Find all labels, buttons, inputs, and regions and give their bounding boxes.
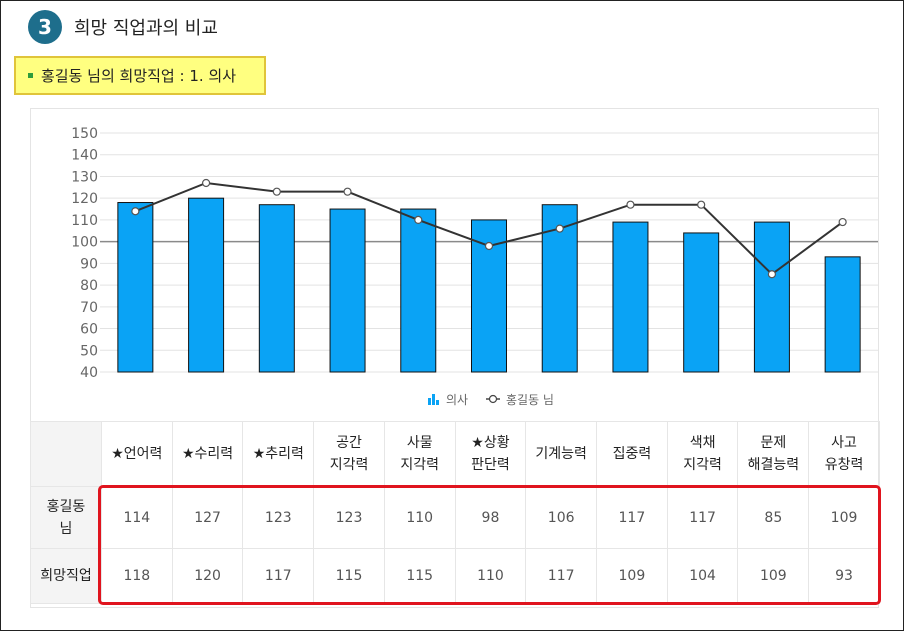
legend-label-bar: 의사 [446, 393, 468, 407]
line-legend-marker [488, 394, 498, 404]
section-header: 3 희망 직업과의 비교 [28, 10, 218, 44]
y-tick-label: 40 [80, 365, 98, 381]
row-header-line: 희망직업 [40, 568, 92, 584]
column-header: 기계능력 [525, 421, 598, 487]
table-cell: 109 [737, 548, 810, 604]
section-number-badge: 3 [28, 10, 62, 44]
y-tick-label: 110 [71, 213, 98, 229]
line-point [484, 241, 494, 251]
y-tick-label: 150 [71, 126, 98, 142]
column-header-line: 유창력 [824, 457, 864, 473]
line-point [343, 187, 352, 196]
column-header-line: 지각력 [683, 457, 722, 473]
y-tick-label: 140 [71, 148, 98, 164]
column-header-line: ★추리력 [252, 446, 304, 462]
column-header-line: 문제 [760, 435, 787, 451]
y-tick-label: 50 [80, 343, 98, 359]
table-cell: 117 [666, 486, 739, 549]
bar-legend-icon [436, 400, 439, 405]
column-header-line: 사물 [406, 435, 433, 451]
column-header-line: ★상황 [471, 435, 510, 451]
table-cell: 115 [313, 548, 385, 604]
line-point [767, 270, 777, 279]
comparison-table: ★언어력 ★수리력 ★추리력 공간 지각력 사물 지각력 ★상황 판단력 기계능력 집중력 색채 지각력… [30, 421, 880, 604]
table-cell: 109 [808, 486, 880, 549]
line-point [838, 217, 847, 227]
bar [612, 221, 649, 373]
column-header-line: 기계능력 [535, 446, 587, 462]
y-tick-label: 130 [71, 169, 98, 185]
table-cell: 109 [596, 548, 668, 604]
column-header-line: 사고 [831, 435, 857, 451]
line-point [697, 200, 706, 209]
table-row: 희망직업 118 120 117 115 115 110 117 109 104 109 93 [30, 548, 880, 604]
table-cell: 117 [242, 548, 315, 604]
column-header-line: 지각력 [400, 457, 440, 473]
column-header-line: ★수리력 [181, 446, 234, 462]
bar [683, 232, 720, 373]
desired-job-box: 홍길동 님의 희망직업 : 1. 의사 [14, 56, 266, 95]
table-cell: 104 [666, 548, 739, 604]
column-header: 집중력 [596, 421, 668, 487]
bar-legend-icon [428, 398, 431, 405]
chart-legend: 의사 홍길동 님 [428, 393, 554, 407]
y-tick-label: 80 [80, 278, 98, 294]
line-point [626, 200, 635, 209]
bar [753, 221, 790, 373]
section-title: 희망 직업과의 비교 [74, 18, 218, 39]
bar-legend-icon [432, 394, 435, 405]
row-header-line: 님 [59, 520, 73, 537]
table-cell: 120 [171, 548, 244, 604]
y-tick-label: 70 [80, 300, 98, 316]
line-point [555, 224, 564, 233]
bar [188, 197, 225, 373]
chart-panel [30, 108, 879, 608]
column-header: ★수리력 [171, 421, 244, 487]
bar [400, 208, 437, 373]
line-point [272, 187, 281, 196]
row-header: 희망직업 [30, 548, 102, 604]
table-corner-cell [30, 421, 102, 487]
column-header-line: 공간 [336, 435, 362, 451]
y-tick-label: 90 [80, 256, 98, 272]
column-header: ★언어력 [101, 421, 173, 487]
line-point [201, 178, 211, 188]
highlight-box [98, 485, 881, 605]
column-header-line: 색채 [689, 435, 716, 451]
desired-job-label: 홍길동 님의 희망직업 : 1. 의사 [41, 67, 237, 85]
column-header-line: ★언어력 [111, 446, 163, 462]
legend-label-line: 홍길동 님 [506, 393, 554, 407]
y-tick-label: 60 [80, 322, 98, 338]
column-header: ★추리력 [242, 421, 315, 487]
column-header-line: 지각력 [329, 457, 369, 473]
table-row: 홍길동 님 114 127 123 123 110 98 106 117 117 85 109 [30, 486, 880, 549]
table-cell: 85 [737, 486, 810, 549]
y-tick-label: 100 [71, 235, 98, 251]
column-header-line: 해결능력 [747, 457, 800, 473]
table-cell: 93 [808, 548, 880, 604]
table-cell: 106 [525, 486, 598, 549]
bar [329, 208, 366, 373]
bar [824, 256, 861, 373]
bar [258, 204, 295, 373]
bar [117, 202, 154, 373]
column-header-line: 집중력 [612, 446, 652, 462]
table-header-row: ★언어력 ★수리력 ★추리력 공간 지각력 사물 지각력 ★상황 판단력 기계능력 집중력 색채 지각력… [30, 421, 880, 487]
table-cell: 110 [454, 548, 527, 604]
square-bullet-icon [28, 73, 33, 78]
y-tick-label: 120 [71, 191, 98, 207]
column-header-line: 판단력 [471, 457, 510, 473]
line-point [414, 215, 423, 225]
line-point [131, 207, 140, 216]
table-cell: 118 [101, 548, 173, 604]
comparison-chart: 40 50 60 70 80 90 100 110 120 130 140 150 의사 홍길동 님 [71, 126, 878, 407]
row-header-line: 홍길동 [46, 498, 86, 515]
